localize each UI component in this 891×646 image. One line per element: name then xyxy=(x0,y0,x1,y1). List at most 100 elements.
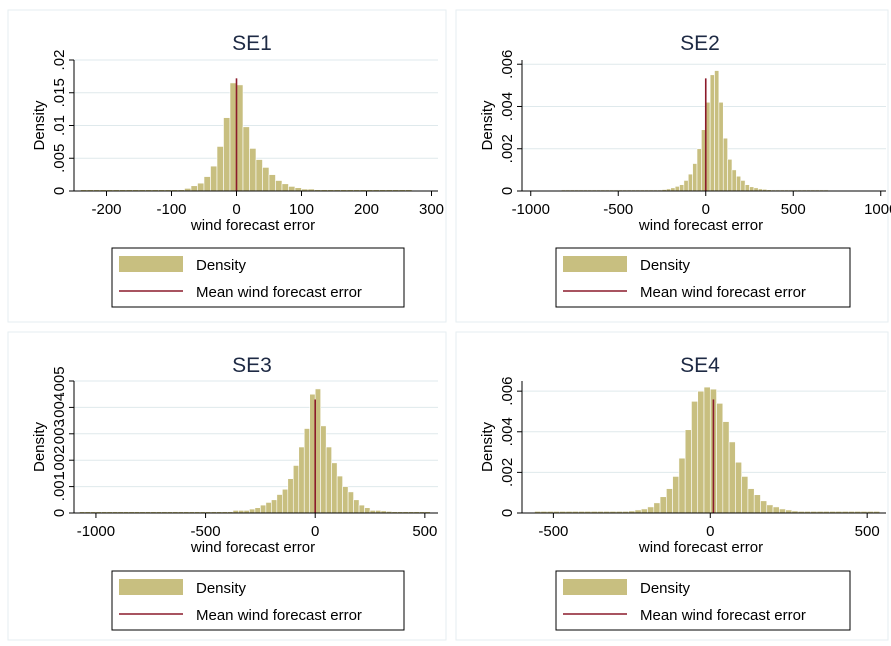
histogram-bar xyxy=(749,186,755,192)
y-tick-label: .002 xyxy=(499,134,516,163)
x-tick-label: -1000 xyxy=(77,523,115,540)
histogram-bar xyxy=(282,488,289,514)
histogram-bar xyxy=(722,137,728,192)
histogram-bar xyxy=(760,500,768,514)
chart-panel-se1: SE1 -200 -100 0 100 200 300 0 .005 .01 .015 .02 wind… xyxy=(7,9,447,323)
x-tick-label: 0 xyxy=(706,523,714,540)
x-tick-label: 500 xyxy=(855,523,880,540)
legend-swatch-density xyxy=(119,579,183,595)
y-tick-label: 0 xyxy=(51,187,68,195)
y-tick-label: 0 xyxy=(51,509,68,517)
chart-panel-se3: SE3 -1000 -500 0 500 0 .001.002.003.004.005 win… xyxy=(7,331,447,641)
x-tick-label: -500 xyxy=(538,523,568,540)
chart-panel-se2: SE2 -1000 -500 0 500 1000 0 .002 .004 .006 wind fo… xyxy=(455,9,891,323)
histogram-bar xyxy=(728,441,736,514)
histogram-bar xyxy=(684,429,692,514)
x-tick-label: -1000 xyxy=(512,201,550,218)
histogram-bar xyxy=(229,82,237,192)
histogram-bar xyxy=(281,183,289,192)
histogram-bar xyxy=(275,180,283,192)
legend: Density Mean wind forecast error xyxy=(555,247,851,308)
y-tick-label: .004 xyxy=(499,92,516,121)
histogram-bar xyxy=(666,488,673,514)
y-tick-label: .001 xyxy=(51,472,68,501)
histogram-bar xyxy=(683,180,689,192)
y-tick-label: 0 xyxy=(499,187,516,195)
y-tick-label: .005 xyxy=(51,144,68,173)
histogram-bar xyxy=(249,148,257,192)
x-tick-label: 0 xyxy=(702,201,710,218)
histogram-bar xyxy=(292,465,300,514)
y-tick-label: .005 xyxy=(51,366,68,395)
x-tick-label: -500 xyxy=(191,523,221,540)
x-tick-label: 1000 xyxy=(864,201,891,218)
histogram-bar xyxy=(288,186,296,192)
x-tick-label: 200 xyxy=(354,201,379,218)
legend-swatch-density xyxy=(119,256,183,272)
histogram-bar xyxy=(287,478,294,514)
legend-label-mean: Mean wind forecast error xyxy=(640,607,806,624)
x-tick-label: 0 xyxy=(311,523,319,540)
legend-swatch-density xyxy=(563,579,627,595)
legend-swatch-density xyxy=(563,256,627,272)
histogram-bar xyxy=(691,401,699,514)
histogram-bar xyxy=(364,507,371,514)
x-tick-label: -200 xyxy=(91,201,121,218)
histogram-bar xyxy=(260,504,267,514)
legend-label-density: Density xyxy=(640,257,691,274)
x-axis-label: wind forecast error xyxy=(190,217,315,234)
histogram-bar xyxy=(325,446,332,514)
x-tick-label: -100 xyxy=(156,201,186,218)
x-tick-label: 500 xyxy=(412,523,437,540)
legend: Density Mean wind forecast error xyxy=(555,570,851,631)
histogram-bar xyxy=(772,506,780,514)
histogram-bar xyxy=(753,494,761,514)
histogram-bar xyxy=(731,169,737,192)
histogram-bar xyxy=(216,146,224,192)
histogram-bar xyxy=(353,499,360,514)
legend: Density Mean wind forecast error xyxy=(111,247,405,308)
legend-label-density: Density xyxy=(196,580,247,597)
histogram-bar xyxy=(190,185,198,192)
y-tick-label: .002 xyxy=(51,446,68,475)
histogram-bar xyxy=(696,148,702,192)
histogram-bar xyxy=(779,508,786,514)
histogram-bar xyxy=(659,496,667,514)
chart-panel-se4: SE4 -500 0 500 0 .002 .004 .006 wind forecast er… xyxy=(455,331,889,641)
y-tick-label: .006 xyxy=(499,50,516,79)
chart-title: SE2 xyxy=(680,32,720,55)
histogram-bar xyxy=(255,159,263,192)
histogram-bar xyxy=(298,446,305,514)
histogram-bar xyxy=(740,180,746,192)
histogram-bar xyxy=(249,508,256,514)
histogram-bar xyxy=(265,502,272,514)
y-tick-label: .002 xyxy=(499,458,516,487)
histogram-bar xyxy=(347,491,354,514)
histogram-bar xyxy=(672,476,680,514)
legend-label-mean: Mean wind forecast error xyxy=(640,284,806,301)
histogram-bar xyxy=(314,388,321,514)
histogram-bar xyxy=(736,175,742,192)
histogram-bar xyxy=(640,508,648,514)
histogram-bar xyxy=(309,393,316,514)
histogram-bar xyxy=(766,504,774,514)
histogram-bar xyxy=(703,386,711,514)
histogram-bar xyxy=(716,403,724,514)
histogram-bar xyxy=(276,494,283,514)
y-tick-label: .004 xyxy=(51,393,68,422)
x-axis-label: wind forecast error xyxy=(638,217,763,234)
chart-title: SE1 xyxy=(232,32,272,55)
histogram-bar xyxy=(336,475,343,514)
histogram-bar xyxy=(210,165,218,192)
y-tick-label: .006 xyxy=(499,377,516,406)
histogram-bar xyxy=(679,184,685,192)
histogram-bar xyxy=(735,461,742,514)
y-axis-label: Density xyxy=(31,100,48,151)
y-axis-label: Density xyxy=(31,421,48,472)
x-tick-label: 0 xyxy=(232,201,240,218)
legend: Density Mean wind forecast error xyxy=(111,570,405,631)
histogram-bar xyxy=(744,184,750,192)
histogram-bar xyxy=(223,117,231,192)
legend-label-density: Density xyxy=(640,580,691,597)
